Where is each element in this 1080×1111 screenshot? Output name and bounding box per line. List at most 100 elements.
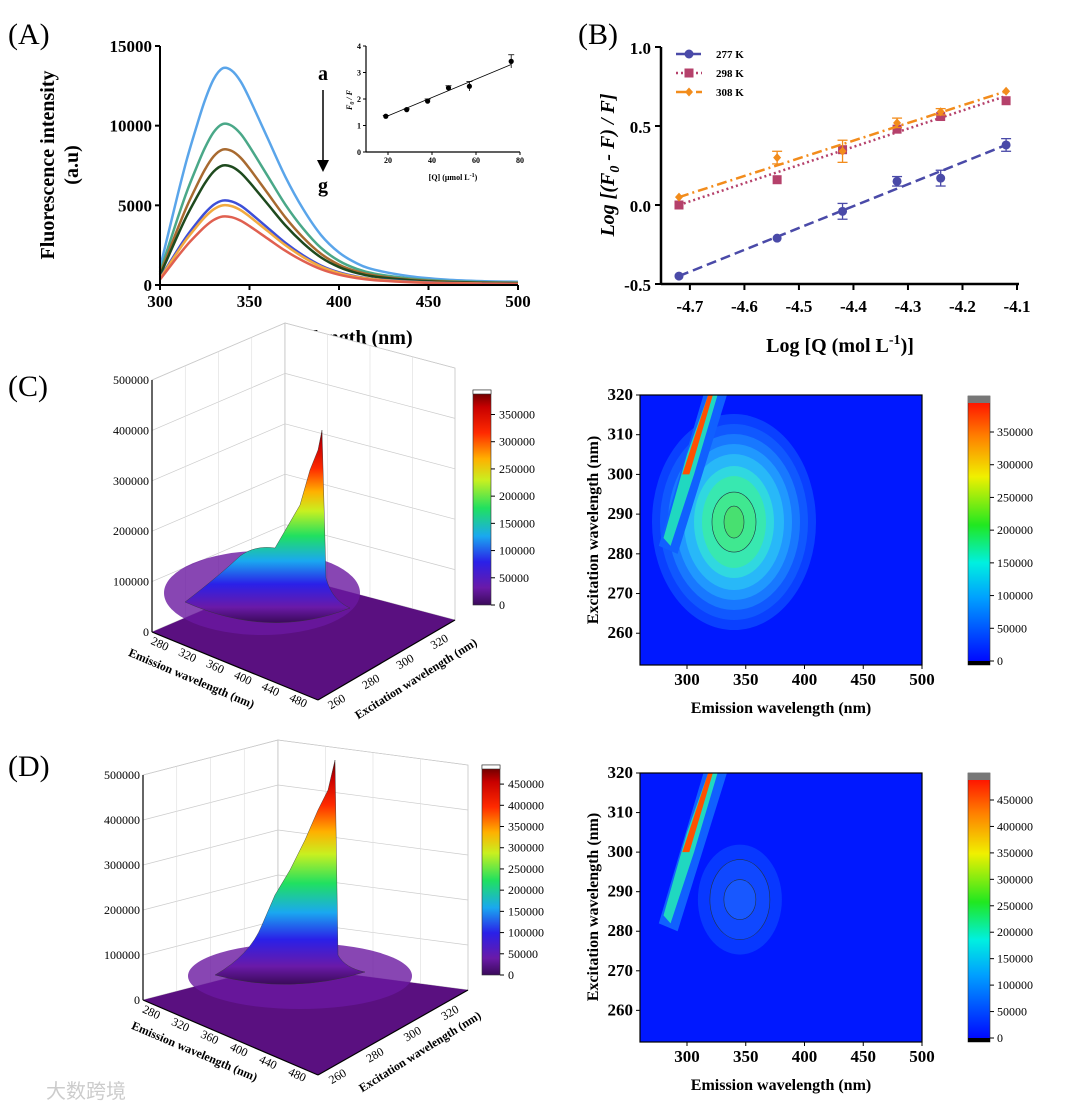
heatmap-y-tick-label: 260 [608, 1000, 634, 1019]
colorbar-top [481, 764, 501, 770]
b-x-tick-label: -4.4 [840, 297, 867, 316]
colorbar-tick-label: 400000 [997, 819, 1033, 833]
emission-tick-label: 280 [149, 634, 171, 654]
colorbar-tick-label: 50000 [997, 621, 1027, 635]
data-point [892, 124, 902, 134]
heatmap-y-tick-label: 270 [608, 584, 634, 603]
colorbar-tick-label: 400000 [508, 798, 544, 812]
data-point [773, 153, 782, 163]
emission-tick-label: 360 [204, 656, 226, 676]
b-y-tick-label: 1.0 [630, 39, 651, 58]
legend-label: 298 K [716, 68, 744, 80]
colorbar-tick-label: 350000 [508, 820, 544, 834]
colorbar [481, 764, 501, 976]
heatmap-y-tick-label: 300 [608, 464, 634, 483]
colorbar [967, 772, 991, 1043]
b-x-tick-label: -4.2 [949, 297, 976, 316]
data-point [674, 192, 683, 202]
colorbar-tick-label: 450000 [508, 777, 544, 791]
data-point [892, 176, 902, 186]
data-point [936, 107, 945, 117]
colorbar [967, 395, 991, 666]
colorbar-tick-label: 300000 [997, 458, 1033, 472]
colorbar-tick-label: 150000 [499, 516, 535, 530]
panel-label-d: (D) [8, 750, 50, 783]
contour-level [723, 505, 745, 539]
emission-tick-label: 480 [286, 1064, 308, 1084]
colorbar-tick-label: 100000 [508, 926, 544, 940]
b-y-axis-label: Log [(F0 - F) / F] [597, 93, 623, 237]
rayleigh-scatter-band [663, 773, 718, 924]
data-point [1002, 86, 1011, 96]
colorbar-tick-label: 0 [997, 1031, 1003, 1045]
surface-peak [184, 429, 351, 623]
panel-label-a: (A) [8, 18, 50, 51]
inset-y-tick-label: 3 [357, 69, 361, 78]
emission-axis [151, 631, 319, 701]
colorbar-tick-label: 0 [499, 598, 505, 612]
colorbar-tick-label: 300000 [997, 872, 1033, 886]
heatmap-x-tick-label: 300 [674, 670, 700, 689]
z-tick-label: 400000 [104, 813, 140, 827]
data-point [893, 118, 902, 128]
heatmap-x-tick-label: 400 [792, 670, 818, 689]
colorbar-bottom [968, 1038, 990, 1042]
watermark: 大数跨境 [46, 1079, 126, 1103]
d-contour-map [636, 772, 994, 1046]
rayleigh-scatter-band [663, 395, 718, 546]
colorbar-tick-label: 0 [997, 654, 1003, 668]
heatmap-frame [639, 772, 923, 1043]
colorbar-tick-label: 150000 [508, 904, 544, 918]
heatmap-y-tick-label: 320 [608, 763, 634, 782]
arrow-label-a: a [318, 63, 328, 85]
colorbar-tick-label: 100000 [997, 589, 1033, 603]
spectrum-line-a [158, 66, 519, 283]
heatmap-frame [639, 394, 923, 666]
z-tick-label: 0 [143, 625, 149, 639]
heatmap-y-tick-label: 280 [608, 544, 634, 563]
b-x-tick-label: -4.6 [731, 297, 758, 316]
data-point [936, 173, 946, 183]
legend-label: 308 K [716, 87, 744, 99]
spectrum-line-b [158, 122, 519, 284]
colorbar-tick-label: 250000 [997, 899, 1033, 913]
spectrum-line-c [158, 147, 519, 285]
c-contour-y-axis-label: Excitation wavelength (nm) [585, 436, 602, 624]
panel-label-c: (C) [8, 370, 48, 403]
arrow-label-g: g [318, 175, 328, 197]
colorbar-tick-label: 200000 [508, 883, 544, 897]
colorbar-tick-label: 100000 [499, 544, 535, 558]
colorbar-bottom [968, 661, 990, 665]
data-point [772, 175, 782, 185]
legend-label: 277 K [716, 49, 744, 61]
colorbar-tick-label: 350000 [997, 425, 1033, 439]
data-point [936, 112, 946, 122]
legend-marker [684, 68, 694, 78]
d-3d-surface [142, 739, 504, 1076]
data-point [772, 233, 782, 243]
colorbar-tick-label: 450000 [997, 793, 1033, 807]
emission-tick-label: 480 [287, 690, 309, 710]
data-point [1001, 140, 1011, 150]
inset-x-tick-label: 80 [516, 156, 524, 165]
data-point [674, 200, 684, 210]
panel-label-b: (B) [578, 18, 618, 51]
a-x-tick-label: 300 [147, 292, 173, 311]
colorbar [472, 389, 492, 606]
inset-data-point [425, 98, 431, 104]
excitation-axis [317, 989, 469, 1076]
z-tick-label: 500000 [104, 768, 140, 782]
colorbar-tick-label: 350000 [997, 846, 1033, 860]
b-x-tick-label: -4.7 [676, 297, 703, 316]
emission-axis [142, 999, 319, 1076]
colorbar-tick-label: 300000 [499, 435, 535, 449]
spectrum-line-d [158, 163, 519, 285]
b-y-tick-label: 0.5 [630, 118, 651, 137]
legend-marker [684, 49, 694, 59]
z-tick-label: 500000 [113, 373, 149, 387]
emission-tick-label: 320 [177, 645, 199, 665]
colorbar-tick-label: 50000 [499, 571, 529, 585]
inset-x-tick-label: 60 [472, 156, 480, 165]
colorbar-tick-label: 300000 [508, 841, 544, 855]
spectrum-line-e [158, 199, 519, 285]
